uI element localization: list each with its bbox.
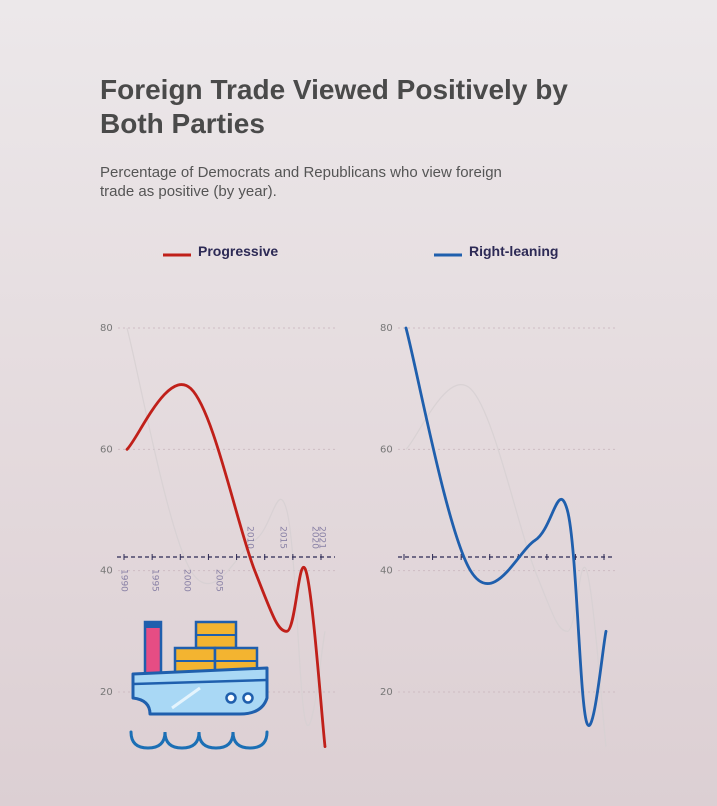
data-point: [304, 569, 308, 572]
chart-title: Foreign Trade Viewed Positively by Both …: [100, 74, 568, 139]
x-tick-label: 1990: [119, 569, 129, 592]
data-point: [323, 745, 327, 748]
data-point: [253, 569, 256, 572]
legend-label-progressive: Progressive: [198, 243, 278, 259]
x-tick-label: 2005: [214, 569, 224, 592]
series-line-progressive: [125, 383, 327, 748]
data-point: [189, 387, 193, 390]
porthole: [225, 692, 237, 704]
chart-subtitle: Percentage of Democrats and Republicans …: [100, 164, 502, 200]
ship-hull: [131, 666, 269, 716]
legend: Progressive Right-leaning: [163, 243, 558, 259]
cargo-ship-icon: [129, 620, 269, 750]
chimney: [143, 620, 163, 680]
x-tick-label: 2000: [182, 569, 192, 592]
porthole: [242, 692, 254, 704]
y-tick-label: 40: [380, 566, 393, 577]
data-point: [604, 630, 608, 633]
series-line-right-leaning: [404, 326, 608, 727]
faded-series-line-right-leaning: [126, 327, 326, 727]
wave-icon: [129, 730, 269, 750]
legend-label-right-leaning: Right-leaning: [469, 243, 558, 259]
data-point: [533, 539, 537, 542]
y-tick-label: 20: [100, 687, 113, 698]
panel-right-leaning: 80 60 40 20: [380, 323, 615, 747]
data-point: [566, 508, 569, 512]
x-tick-label: 2020: [310, 526, 320, 549]
y-tick-label: 80: [100, 323, 113, 334]
y-tick-label: 40: [100, 566, 113, 577]
y-tick-label: 60: [380, 444, 393, 455]
data-point: [125, 448, 129, 451]
data-point: [469, 569, 472, 572]
x-tick-label: 1995: [150, 569, 160, 592]
data-point: [285, 630, 288, 633]
y-tick-label: 80: [380, 323, 393, 334]
x-tick-label: 2021: [317, 526, 327, 549]
faded-series-line-progressive: [405, 384, 607, 747]
x-tick-label: 2015: [278, 526, 288, 549]
data-point: [585, 721, 588, 724]
x-tick-label: 2010: [245, 526, 255, 549]
y-tick-label: 20: [380, 687, 393, 698]
data-point: [404, 326, 408, 330]
y-tick-label: 60: [100, 444, 113, 455]
